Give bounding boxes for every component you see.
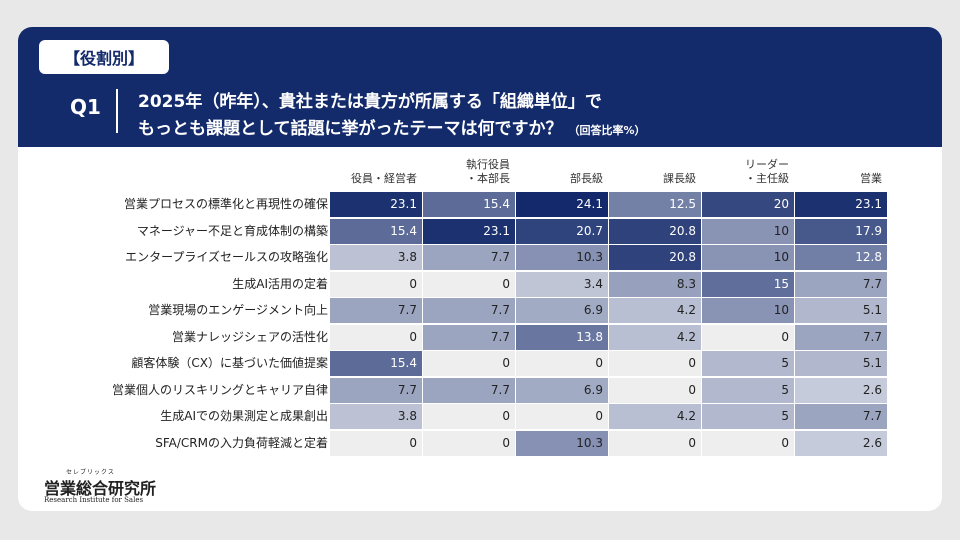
row-label: マネージャー不足と育成体制の構築	[136, 223, 328, 238]
heatmap-cell: 20	[702, 192, 794, 217]
heatmap-cell: 17.9	[795, 218, 887, 244]
row-label: 顧客体験（CX）に基づいた価値提案	[131, 356, 328, 370]
heatmap-cell: 2.6	[795, 430, 887, 456]
slide-card: 【役割別】 Q1 2025年（昨年）、貴社または貴方が所属する「組織単位」で も…	[18, 27, 942, 511]
row-label: 営業ナレッジシェアの活性化	[171, 329, 328, 344]
row-label: 営業現場のエンゲージメント向上	[148, 303, 328, 317]
row-label: 営業プロセスの標準化と再現性の確保	[123, 197, 328, 211]
heatmap-cell: 5	[702, 404, 794, 429]
heatmap-cell: 24.1	[516, 192, 608, 217]
question-number: Q1	[70, 95, 101, 119]
heatmap-cell: 20.8	[609, 245, 701, 270]
column-header: 営業	[860, 172, 882, 185]
heatmap-cell: 7.7	[330, 377, 422, 403]
heatmap-cell: 7.7	[795, 271, 887, 297]
heatmap-cell: 7.7	[423, 298, 515, 323]
heatmap-cell: 15.4	[423, 192, 515, 217]
heatmap-cell: 12.8	[795, 245, 887, 270]
heatmap-cell: 15.4	[330, 218, 422, 244]
heatmap-cell: 7.7	[795, 324, 887, 350]
heatmap-cell: 10	[702, 298, 794, 323]
heatmap-cell: 6.9	[516, 298, 608, 323]
heatmap-cell: 6.9	[516, 377, 608, 403]
heatmap-cell: 3.8	[330, 245, 422, 270]
heatmap-cell: 20.8	[609, 218, 701, 244]
question-note: （回答比率%）	[568, 124, 646, 137]
logo-ruby: セレブリックス	[66, 469, 115, 476]
column-header: 執行役員 ・本部長	[466, 158, 510, 185]
heatmap-cell: 0	[609, 430, 701, 456]
heatmap-cell: 4.2	[609, 404, 701, 429]
heatmap-cell: 0	[423, 430, 515, 456]
heatmap-cell: 5	[702, 351, 794, 376]
heatmap-cell: 5	[702, 377, 794, 403]
column-header: 課長級	[663, 172, 696, 185]
heatmap-cell: 20.7	[516, 218, 608, 244]
column-header: リーダー ・主任級	[745, 158, 789, 185]
heatmap-cell: 7.7	[423, 324, 515, 350]
question-line-1: 2025年（昨年）、貴社または貴方が所属する「組織単位」で	[138, 92, 602, 112]
heatmap-cell: 10.3	[516, 245, 608, 270]
heatmap-cell: 4.2	[609, 324, 701, 350]
logo-sub: Research Institute for Sales	[44, 496, 144, 504]
question-line-2-text: もっとも課題として話題に挙がったテーマは何ですか？	[138, 119, 563, 139]
heatmap-cell: 0	[702, 430, 794, 456]
heatmap-cell: 12.5	[609, 192, 701, 217]
heatmap-cell: 7.7	[330, 298, 422, 323]
heatmap-cell: 0	[516, 404, 608, 429]
question-line-2: もっとも課題として話題に挙がったテーマは何ですか？ （回答比率%）	[138, 114, 646, 139]
heatmap-cell: 15	[702, 271, 794, 297]
heatmap-cell: 7.7	[795, 404, 887, 429]
heatmap-cell: 0	[609, 377, 701, 403]
heatmap-cell: 10	[702, 218, 794, 244]
row-label: エンタープライズセールスの攻略強化	[125, 250, 328, 264]
heatmap-cell: 13.8	[516, 324, 608, 350]
heatmap-cell: 10.3	[516, 430, 608, 456]
heatmap-cell: 0	[516, 351, 608, 376]
row-label: 生成AI活用の定着	[232, 276, 328, 291]
logo-name: 営業総合研究所	[44, 479, 157, 498]
row-label: 生成AIでの効果測定と成果創出	[160, 409, 328, 423]
divider-bar	[116, 89, 118, 133]
heatmap-cell: 0	[330, 430, 422, 456]
heatmap-cell: 4.2	[609, 298, 701, 323]
heatmap-cell: 0	[423, 271, 515, 297]
heatmap-cell: 0	[609, 351, 701, 376]
column-header: 部長級	[570, 172, 603, 185]
heatmap-cell: 7.7	[423, 245, 515, 270]
heatmap-cell: 2.6	[795, 377, 887, 403]
heatmap-cell: 0	[702, 324, 794, 350]
row-label: 営業個人のリスキリングとキャリア自律	[111, 382, 328, 397]
heatmap-cell: 23.1	[795, 192, 887, 217]
heatmap-cell: 5.1	[795, 351, 887, 376]
heatmap-cell: 0	[330, 271, 422, 297]
heatmap-cell: 23.1	[423, 218, 515, 244]
heatmap-cell: 8.3	[609, 271, 701, 297]
heatmap-cell: 15.4	[330, 351, 422, 376]
heatmap-cell: 3.4	[516, 271, 608, 297]
heatmap-cell: 7.7	[423, 377, 515, 403]
column-header: 役員・経営者	[351, 172, 417, 185]
row-label: SFA/CRMの入力負荷軽減と定着	[155, 435, 328, 450]
heatmap-cell: 5.1	[795, 298, 887, 323]
heatmap-cell: 23.1	[330, 192, 422, 217]
heatmap-cell: 10	[702, 245, 794, 270]
question-banner: 【役割別】 Q1 2025年（昨年）、貴社または貴方が所属する「組織単位」で も…	[18, 27, 942, 147]
heatmap-cell: 0	[423, 351, 515, 376]
role-tag: 【役割別】	[39, 40, 169, 74]
heatmap-cell: 0	[330, 324, 422, 350]
heatmap-cell: 0	[423, 404, 515, 429]
heatmap-cell: 3.8	[330, 404, 422, 429]
